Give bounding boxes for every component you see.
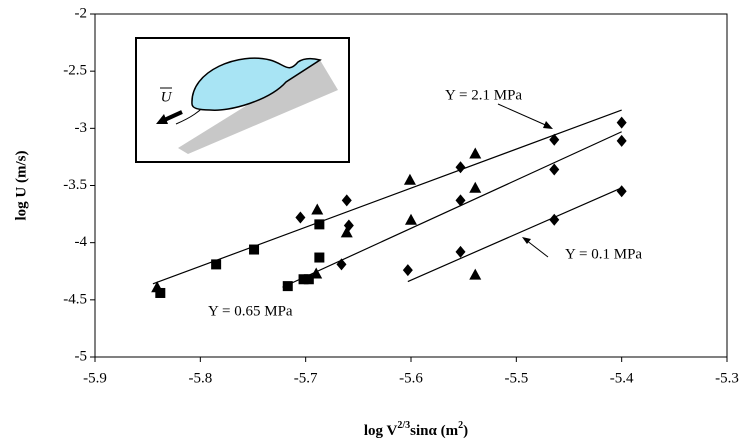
data-point-diamond [549, 213, 560, 226]
y-tick-label: -4 [75, 234, 88, 250]
data-point-diamond [336, 258, 347, 271]
data-point-diamond [343, 219, 354, 232]
inset: U [135, 37, 350, 163]
data-point-square [314, 252, 325, 263]
annotation-arrow-head [522, 237, 531, 244]
fit-line [407, 187, 622, 283]
x-axis-title-superscript: 2/3 [397, 420, 410, 431]
data-point-square [211, 259, 222, 270]
inset-label: U [161, 89, 173, 105]
y-axis-title: log U (m/s) [13, 151, 29, 221]
data-point-square [282, 281, 293, 292]
data-point-triangle [340, 226, 353, 238]
inset-droplet [191, 57, 322, 111]
fit-line-label: Y = 0.65 MPa [208, 303, 293, 319]
y-tick-label: -3.5 [63, 177, 87, 193]
data-point-square [303, 274, 314, 285]
y-tick-label: -2 [75, 5, 88, 21]
y-tick-label: -2.5 [63, 63, 87, 79]
fit-line-label: Y = 0.1 MPa [565, 246, 642, 262]
data-point-triangle [469, 147, 482, 159]
inset-slope [178, 60, 338, 154]
x-axis-title: log V2/3sinα (m2) [364, 420, 468, 439]
x-tick-label: -5.5 [504, 370, 528, 386]
x-axis-title-part: ) [463, 423, 468, 439]
inset-arrow-head [156, 114, 168, 124]
data-point-triangle [310, 267, 323, 279]
x-tick-label: -5.3 [715, 370, 739, 386]
fit-line-label: Y = 2.1 MPa [445, 87, 522, 103]
x-axis-title-part: log V [364, 423, 398, 439]
x-axis-title-part: sinα (m [410, 423, 458, 439]
x-tick-label: -5.4 [610, 370, 634, 386]
x-tick-label: -5.7 [294, 370, 318, 386]
y-tick-label: -4.5 [63, 291, 87, 307]
data-point-triangle [311, 203, 324, 215]
data-point-diamond [616, 116, 627, 129]
data-point-diamond [455, 161, 466, 174]
x-tick-label: -5.8 [188, 370, 212, 386]
data-point-diamond [549, 163, 560, 176]
data-point-square [314, 219, 325, 230]
x-tick-label: -5.9 [83, 370, 107, 386]
y-tick-label: -3 [75, 120, 88, 136]
data-point-triangle [403, 173, 416, 185]
data-point-square [249, 244, 260, 255]
annotation-arrow-head [543, 121, 553, 129]
data-point-triangle [469, 268, 482, 280]
data-point-diamond [402, 264, 413, 277]
data-point-diamond [455, 245, 466, 258]
data-point-triangle [469, 181, 482, 193]
y-tick-label: -5 [75, 348, 88, 364]
data-point-square [298, 274, 309, 285]
data-point-diamond [616, 134, 627, 147]
x-axis-title-superscript: 2 [458, 420, 463, 431]
fit-line [152, 109, 622, 285]
x-tick-label: -5.6 [399, 370, 423, 386]
annotation-arrow [497, 103, 551, 128]
annotation-arrow [525, 239, 549, 258]
data-point-diamond [549, 133, 560, 146]
data-point-diamond [616, 185, 627, 198]
data-point-diamond [455, 194, 466, 207]
data-point-square [155, 287, 166, 298]
data-point-diamond [341, 194, 352, 207]
data-point-triangle [151, 281, 164, 293]
data-point-diamond [295, 211, 306, 224]
data-point-triangle [405, 213, 417, 225]
